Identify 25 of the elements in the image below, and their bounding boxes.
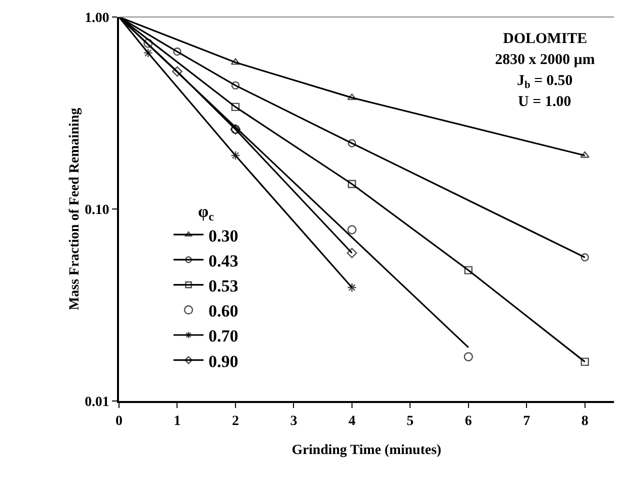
x-tick-label: 2: [232, 414, 239, 429]
legend-label: 0.30: [208, 226, 238, 246]
x-tick-label: 0: [116, 414, 122, 429]
x-tick-label: 5: [406, 414, 414, 429]
legend-label: 0.90: [208, 352, 238, 371]
x-axis-title: Grinding Time (minutes): [292, 443, 442, 458]
annotation: U = 1.00: [518, 94, 572, 110]
y-tick-label: 1.00: [84, 10, 110, 26]
annotation: 2830 x 2000 µm: [495, 52, 596, 68]
x-tick-label: 3: [290, 414, 298, 429]
x-tick-label: 4: [348, 414, 356, 429]
y-tick-label: 0.01: [84, 394, 110, 410]
annotation: DOLOMITE: [503, 31, 588, 47]
legend-label: 0.70: [208, 326, 238, 346]
y-axis-title: Mass Fraction of Feed Remaining: [68, 108, 83, 310]
annotation: J$_{b}$ = 0.50: [517, 73, 573, 92]
legend-label: 0.43: [208, 251, 238, 270]
legend-label: 0.60: [208, 302, 238, 321]
x-tick-label: 8: [581, 414, 588, 429]
x-tick-label: 7: [523, 414, 530, 429]
legend-title: φ$_{c}$: [198, 202, 214, 224]
y-tick-label: 0.10: [84, 202, 110, 218]
legend-label: 0.53: [208, 276, 238, 296]
x-tick-label: 6: [464, 414, 472, 429]
x-tick-label: 1: [174, 414, 181, 429]
